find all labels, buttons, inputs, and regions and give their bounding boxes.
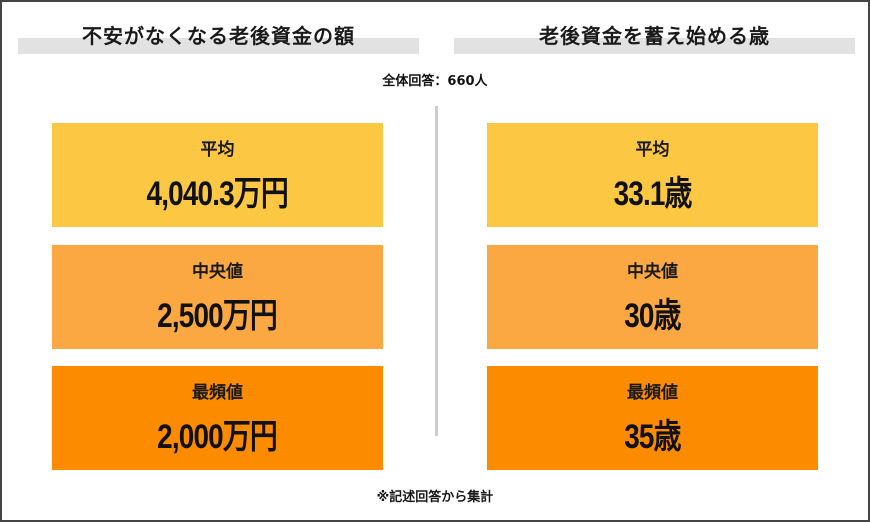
left-card-average: 平均 4,040.3万円 <box>52 123 383 227</box>
card-label: 平均 <box>200 140 235 160</box>
card-value: 33.1歳 <box>613 175 692 213</box>
card-label: 中央値 <box>192 262 243 282</box>
card-value: 2,000万円 <box>157 418 279 456</box>
left-panel-title: 不安がなくなる老後資金の額 <box>82 24 355 48</box>
footnote: ※記述回答から集計 <box>376 490 494 505</box>
card-value: 35歳 <box>624 418 681 456</box>
card-value: 30歳 <box>624 297 681 335</box>
card-label: 最頻値 <box>627 383 678 403</box>
left-card-median: 中央値 2,500万円 <box>52 245 383 349</box>
right-card-mode: 最頻値 35歳 <box>487 366 818 470</box>
right-panel-title: 老後資金を蓄え始める歳 <box>539 24 770 48</box>
left-header-band <box>18 38 419 54</box>
card-value: 2,500万円 <box>157 297 279 335</box>
respondent-count: 全体回答：660人 <box>382 74 488 89</box>
card-label: 最頻値 <box>192 383 243 403</box>
card-value: 4,040.3万円 <box>146 175 289 213</box>
right-card-median: 中央値 30歳 <box>487 245 818 349</box>
center-divider <box>435 106 438 436</box>
right-card-average: 平均 33.1歳 <box>487 123 818 227</box>
left-card-mode: 最頻値 2,000万円 <box>52 366 383 470</box>
right-header-band <box>454 38 855 54</box>
card-label: 平均 <box>635 140 670 160</box>
card-label: 中央値 <box>627 262 678 282</box>
